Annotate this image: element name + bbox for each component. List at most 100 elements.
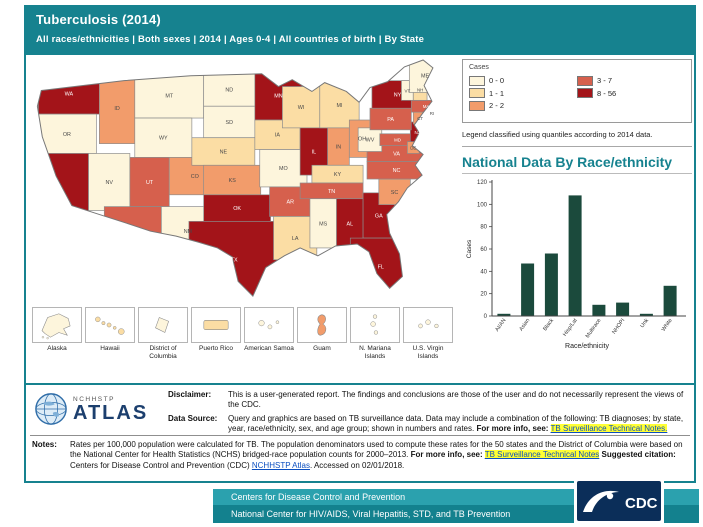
state-label-SC: SC: [391, 190, 399, 196]
report-header: Tuberculosis (2014) All races/ethnicitie…: [26, 7, 694, 55]
disclaimer-text: This is a user-generated report. The fin…: [228, 390, 684, 410]
inset-guam[interactable]: Guam: [297, 307, 347, 361]
state-label-AL: AL: [346, 221, 353, 227]
state-label-LA: LA: [292, 236, 299, 242]
inset-puerto-rico[interactable]: Puerto Rico: [191, 307, 241, 361]
inset-shape-puerto-rico: [191, 307, 241, 343]
inset-label-guam: Guam: [313, 345, 331, 352]
state-label-AR: AR: [287, 200, 295, 206]
svg-text:60: 60: [480, 247, 487, 253]
state-label-TN: TN: [328, 189, 335, 195]
state-WI[interactable]: [282, 86, 321, 129]
state-MS[interactable]: [309, 198, 337, 249]
inset-label-puerto-rico: Puerto Rico: [199, 345, 233, 352]
state-label-CT: CT: [417, 116, 423, 121]
tb-technical-notes-link[interactable]: TB Surveillance Technical Notes.: [550, 424, 668, 434]
page-title: Tuberculosis (2014): [36, 12, 161, 27]
inset-label-american-samoa: American Samoa: [244, 345, 294, 352]
state-NV[interactable]: [88, 153, 131, 211]
state-label-WV: WV: [366, 138, 375, 144]
state-label-CA: CA: [57, 193, 65, 199]
report-meta: Disclaimer: This is a user-generated rep…: [168, 390, 688, 438]
bar-White: [663, 285, 677, 316]
state-label-MT: MT: [165, 93, 174, 99]
state-label-NJ: NJ: [415, 130, 420, 135]
legend-swatch: [577, 75, 593, 86]
svg-text:AI/AN: AI/AN: [494, 318, 507, 333]
inset-district-of-columbia[interactable]: District of Columbia: [138, 307, 188, 361]
state-label-WI: WI: [298, 105, 305, 111]
state-label-FL: FL: [378, 265, 384, 271]
state-SD[interactable]: [203, 105, 256, 139]
state-label-ME: ME: [421, 74, 430, 80]
inset-shape-american-samoa: [244, 307, 294, 343]
bar-AI-AN: [497, 313, 511, 316]
state-UT[interactable]: [129, 157, 170, 207]
bar-Black: [544, 253, 558, 316]
svg-text:Hisp/Lat: Hisp/Lat: [562, 317, 579, 337]
cdc-text: CDC: [625, 495, 658, 512]
legend-swatch: [469, 75, 485, 86]
state-MO[interactable]: [259, 149, 308, 188]
state-label-MS: MS: [319, 221, 328, 227]
disclaimer-label: Disclaimer:: [168, 390, 212, 399]
inset-u-s-virgin-islands[interactable]: U.S. Virgin Islands: [403, 307, 453, 361]
inset-label-district-of-columbia: District of Columbia: [149, 345, 177, 360]
state-label-MA: MA: [423, 104, 430, 109]
tb-technical-notes-link-2[interactable]: TB Surveillance Technical Notes: [484, 450, 600, 460]
inset-shape-guam: [297, 307, 347, 343]
more-info-label-2: For more info, see:: [410, 450, 483, 460]
state-label-SD: SD: [225, 120, 233, 126]
state-label-ND: ND: [225, 87, 233, 93]
state-label-VT: VT: [405, 88, 411, 93]
state-label-MD: MD: [394, 138, 401, 143]
inset-label-alaska: Alaska: [47, 345, 67, 352]
legend-label: 0 - 0: [489, 76, 505, 85]
us-choropleth-map[interactable]: WA OR CA NV ID MT WY UT AZ CO NM ND SD NE KS OK TX MN IA MO…: [32, 59, 458, 305]
inset-alaska[interactable]: Alaska: [32, 307, 82, 361]
state-label-DE: DE: [410, 146, 416, 151]
legend-item: 1 - 1: [469, 88, 577, 98]
state-label-WA: WA: [65, 91, 74, 97]
svg-text:Black: Black: [542, 318, 555, 333]
svg-text:120: 120: [477, 180, 488, 186]
svg-text:Asian: Asian: [518, 318, 531, 333]
divider: [30, 435, 690, 436]
legend-label: 2 - 2: [489, 101, 505, 110]
state-label-MO: MO: [279, 166, 288, 172]
state-OR[interactable]: [37, 113, 97, 154]
state-label-NM: NM: [184, 229, 193, 235]
inset-hawaii[interactable]: Hawaii: [85, 307, 135, 361]
state-label-WY: WY: [159, 136, 168, 142]
right-panel: Cases 0 - 0 1 - 1 2 - 2 3 - 7 8 - 56 Legend…: [462, 59, 692, 354]
globe-icon: [35, 393, 67, 425]
state-label-MI: MI: [336, 103, 342, 109]
legend-swatch: [469, 88, 485, 98]
state-OK[interactable]: [203, 194, 271, 222]
bar-Unk: [639, 313, 653, 316]
inset-shape-alaska: [32, 307, 82, 343]
state-label-IA: IA: [275, 133, 281, 139]
state-label-PA: PA: [387, 117, 394, 123]
map-legend: Cases 0 - 0 1 - 1 2 - 2 3 - 7 8 - 56: [462, 59, 692, 123]
inset-shape-hawaii: [85, 307, 135, 343]
inset-shape-district-of-columbia: [138, 307, 188, 343]
inset-american-samoa[interactable]: American Samoa: [244, 307, 294, 361]
svg-text:White: White: [661, 318, 674, 333]
inset-shape-n-mariana-islands: [350, 307, 400, 343]
state-label-OH: OH: [358, 137, 366, 143]
race-ethnicity-bar-chart: 0 20 40 60 80 100 120 AI/AN Asian Black Hisp/Lat Mu…: [466, 180, 686, 350]
inset-n-mariana-islands[interactable]: N. Mariana Islands: [350, 307, 400, 361]
state-label-GA: GA: [375, 213, 383, 219]
svg-text:Multirace: Multirace: [585, 318, 603, 340]
notes-row: Notes: Rates per 100,000 population were…: [32, 440, 688, 471]
nchhstp-atlas-link[interactable]: NCHHSTP Atlas: [251, 460, 310, 470]
state-label-NY: NY: [394, 92, 402, 98]
nchhstp-atlas-logo: NCHHSTP ATLAS: [34, 392, 148, 426]
svg-text:40: 40: [480, 269, 487, 275]
state-label-KS: KS: [229, 178, 237, 184]
legend-item: 8 - 56: [577, 88, 685, 98]
state-label-NC: NC: [393, 168, 401, 174]
state-NE[interactable]: [191, 137, 256, 166]
